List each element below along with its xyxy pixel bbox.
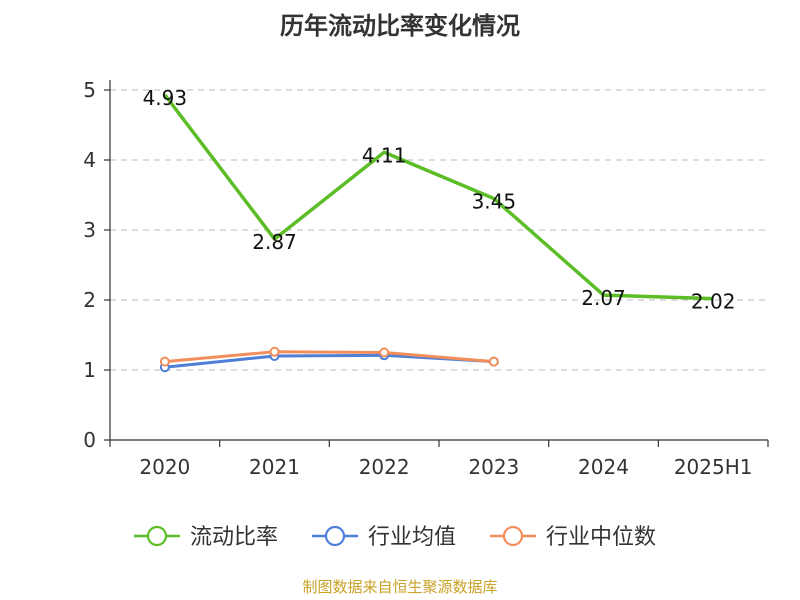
data-labels: 4.93 2.87 4.11 3.45 2.07 2.02 — [143, 86, 736, 314]
x-tick-label: 2020 — [139, 455, 190, 479]
legend-label: 流动比率 — [190, 525, 278, 550]
data-points — [159, 346, 499, 373]
legend-label: 行业均值 — [368, 525, 456, 550]
grid-lines — [110, 89, 768, 371]
axes: 0 1 2 3 4 5 2020 2021 2022 2023 2024 2025H1 — [83, 78, 769, 479]
data-label-0: 4.93 — [143, 86, 188, 110]
data-label-2: 4.11 — [362, 143, 407, 167]
x-tick-label: 2023 — [468, 455, 519, 479]
series-line-0 — [163, 93, 714, 301]
y-tick-label: 2 — [83, 288, 96, 312]
legend[interactable]: 流动比率 行业均值 行业中位数 — [134, 525, 656, 550]
x-tick-label: 2025H1 — [674, 455, 753, 479]
data-label-4: 2.07 — [581, 286, 626, 310]
chart-title: 历年流动比率变化情况 — [280, 12, 520, 40]
data-point-2-3 — [488, 356, 499, 367]
legend-label: 行业中位数 — [546, 525, 656, 550]
data-label-3: 3.45 — [472, 190, 517, 214]
x-tick-label: 2021 — [249, 455, 300, 479]
legend-item-0[interactable]: 流动比率 — [134, 525, 278, 550]
series-lines — [163, 93, 714, 369]
y-tick-label: 0 — [83, 428, 96, 452]
legend-marker-icon — [146, 525, 168, 547]
legend-item-2[interactable]: 行业中位数 — [490, 525, 656, 550]
x-tick-label: 2024 — [578, 455, 629, 479]
legend-item-1[interactable]: 行业均值 — [312, 525, 456, 550]
data-label-5: 2.02 — [691, 290, 736, 314]
y-tick-label: 1 — [83, 358, 96, 382]
y-tick-label: 4 — [83, 148, 96, 172]
x-tick-label: 2022 — [359, 455, 410, 479]
legend-marker-icon — [502, 525, 524, 547]
data-point-2-2 — [379, 347, 390, 358]
y-tick-label: 3 — [83, 218, 96, 242]
source-note: 制图数据来自恒生聚源数据库 — [302, 578, 497, 596]
legend-marker-icon — [324, 525, 346, 547]
y-tick-label: 5 — [83, 78, 96, 102]
data-label-1: 2.87 — [252, 230, 297, 254]
series-line-2 — [164, 350, 494, 364]
data-point-2-1 — [269, 346, 280, 357]
data-point-2-0 — [159, 356, 170, 367]
